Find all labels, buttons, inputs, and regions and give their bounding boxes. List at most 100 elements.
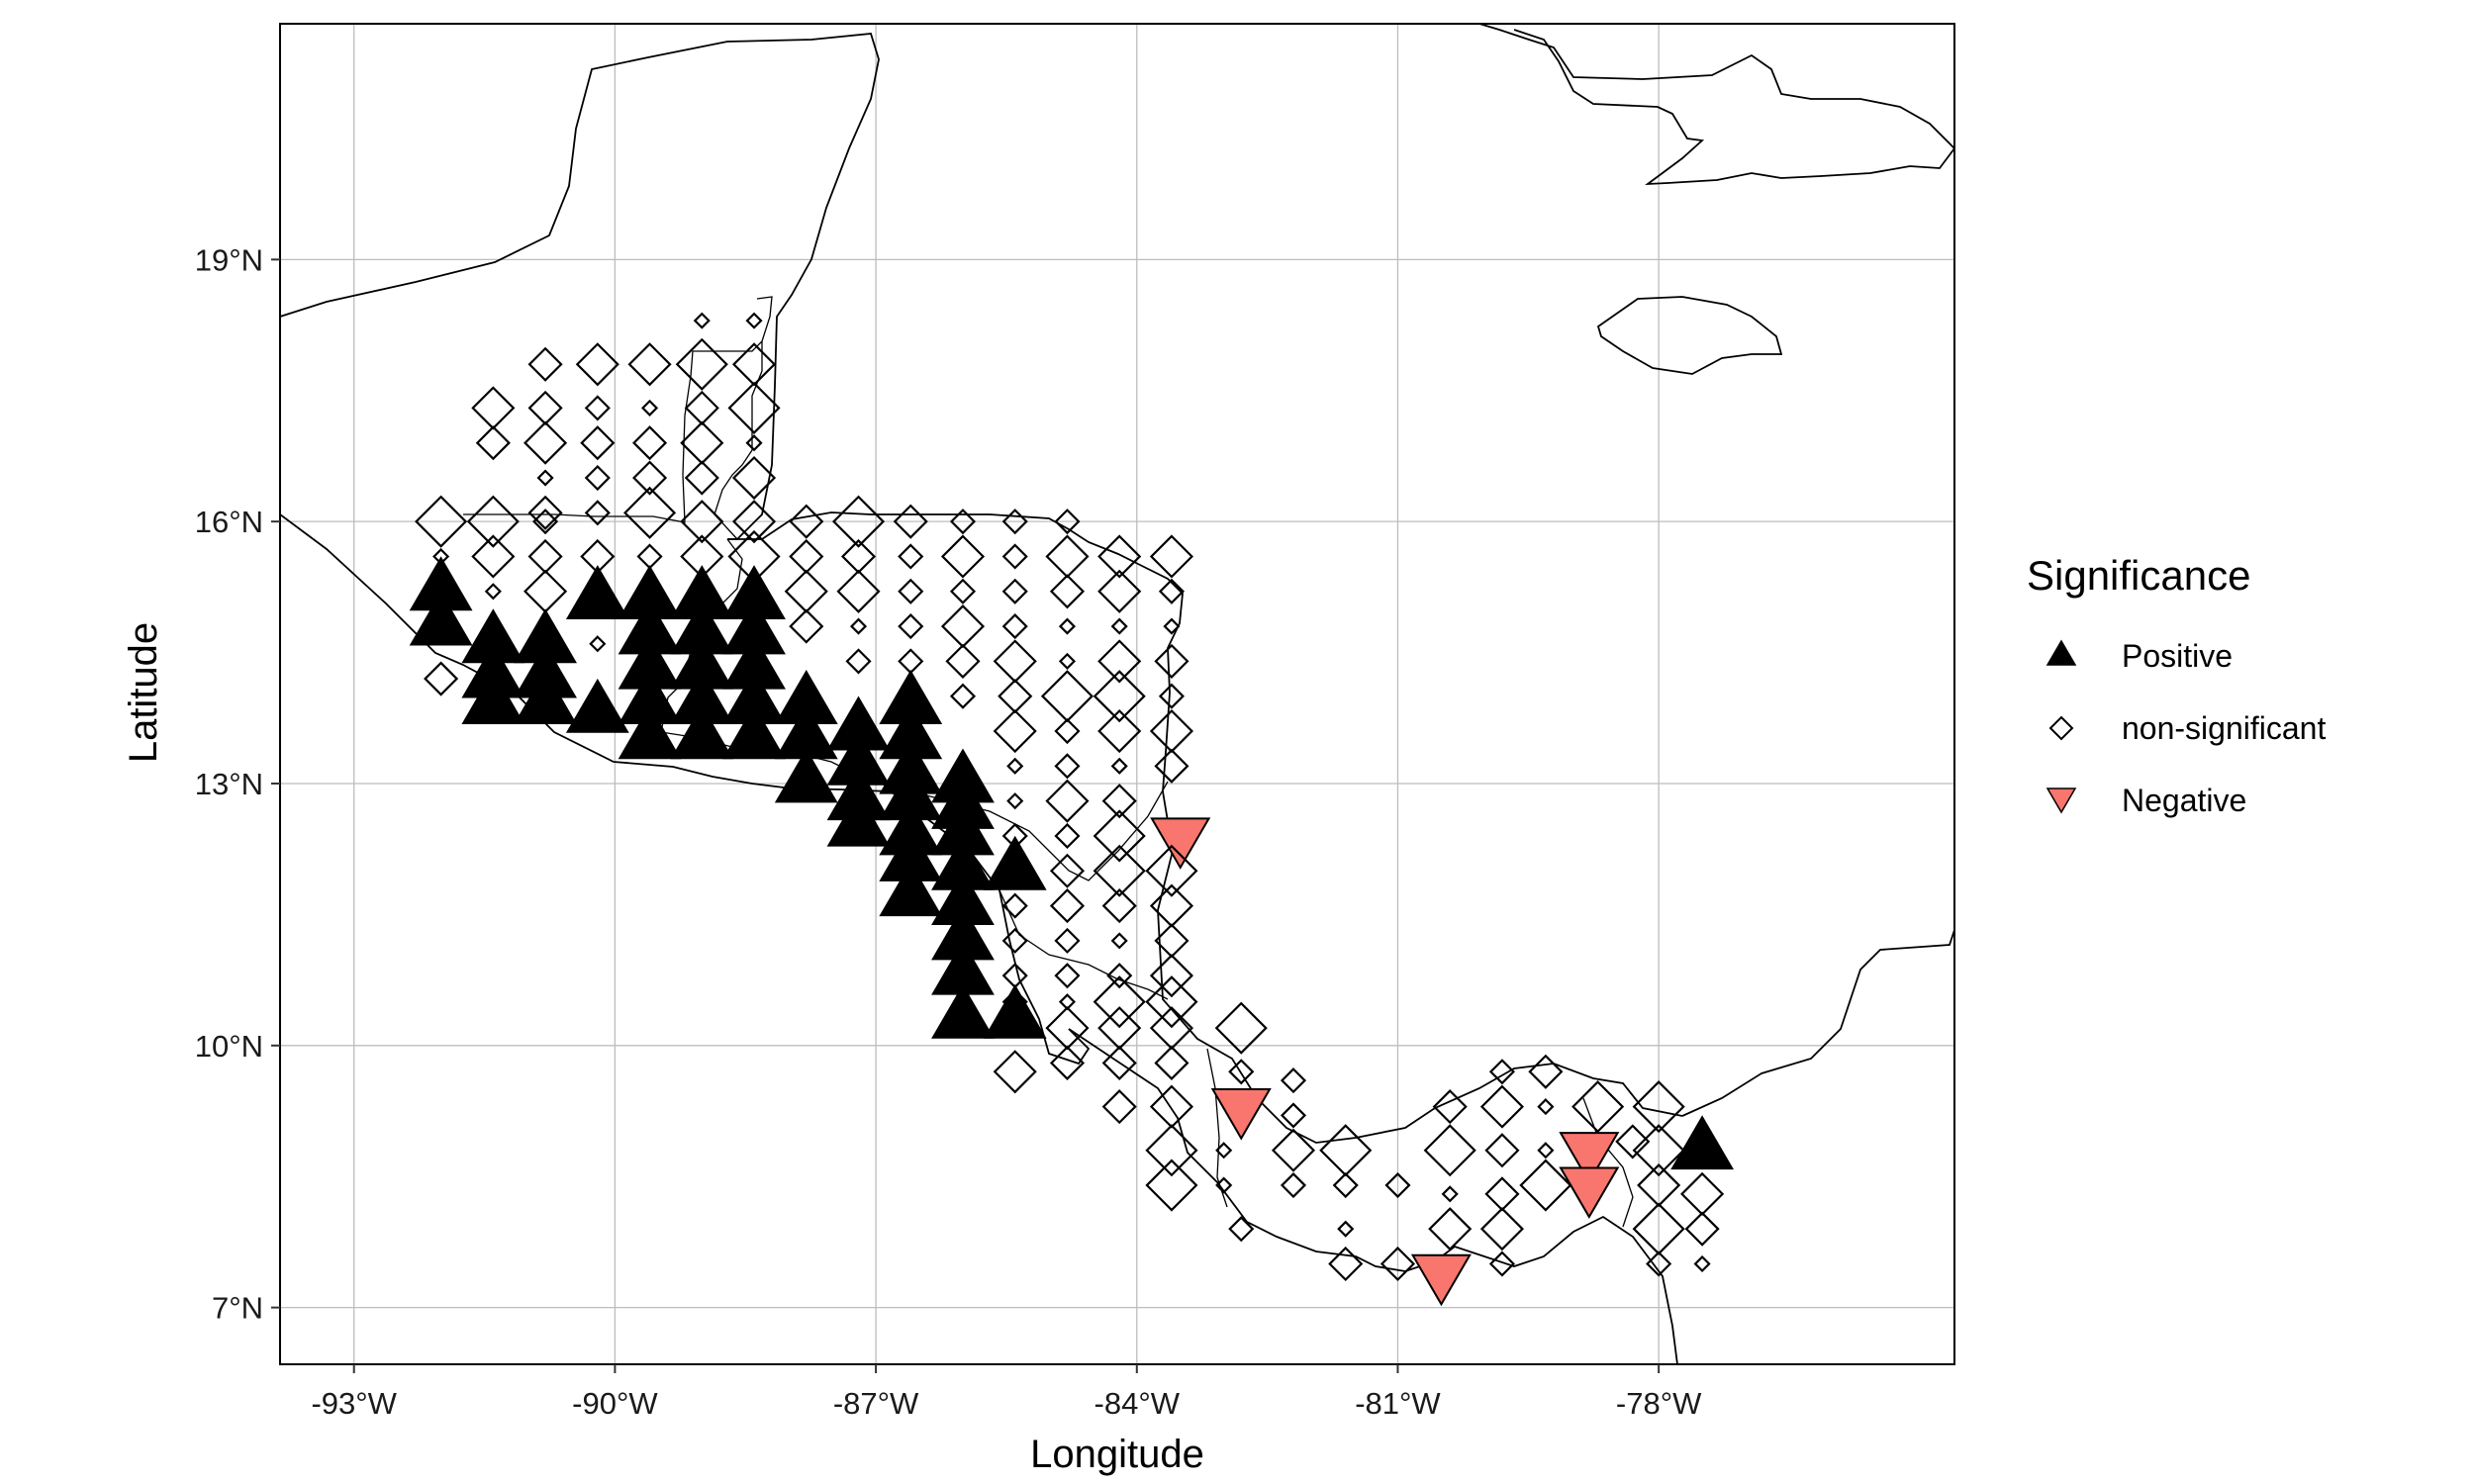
marker-positive <box>826 791 891 847</box>
legend-item-non-significant: non-significant <box>2048 710 2326 746</box>
marker-non-significant <box>1537 1142 1555 1159</box>
marker-non-significant <box>584 395 611 421</box>
marker-non-significant <box>1441 1185 1459 1203</box>
marker-non-significant <box>1684 1211 1720 1247</box>
marker-non-significant <box>1214 1001 1268 1055</box>
marker-negative <box>1410 1253 1472 1307</box>
marker-non-significant <box>1049 1045 1086 1081</box>
marker-non-significant <box>527 346 563 382</box>
marker-positive <box>1670 1115 1735 1170</box>
gridlines <box>280 24 1954 1364</box>
marker-non-significant <box>1101 1089 1137 1125</box>
marker-non-significant <box>1058 652 1077 670</box>
marker-non-significant <box>898 613 924 640</box>
marker-non-significant <box>1632 1124 1685 1177</box>
marker-non-significant <box>1001 892 1028 919</box>
marker-non-significant <box>1693 1254 1711 1273</box>
marker-non-significant <box>1049 888 1086 924</box>
y-tick-label: 10°N <box>195 1029 263 1064</box>
legend-triangle-down-icon <box>2046 788 2077 814</box>
marker-non-significant <box>680 500 724 544</box>
marker-non-significant <box>1001 543 1028 570</box>
marker-non-significant <box>523 569 568 613</box>
marker-non-significant <box>993 1050 1037 1094</box>
marker-non-significant <box>1154 1045 1189 1081</box>
marker-non-significant <box>836 569 881 613</box>
marker-non-significant <box>675 337 728 391</box>
marker-non-significant <box>1280 1067 1307 1094</box>
marker-negative <box>1559 1166 1620 1220</box>
legend: Significance Positive non-significant Ne… <box>2027 552 2326 818</box>
marker-non-significant <box>1384 1171 1411 1199</box>
marker-non-significant <box>1632 1080 1685 1134</box>
marker-non-significant <box>949 509 977 535</box>
marker-non-significant <box>1215 1176 1233 1194</box>
marker-non-significant <box>1271 1128 1316 1172</box>
marker-non-significant <box>1001 578 1028 604</box>
marker-non-significant <box>1484 1133 1520 1168</box>
legend-title: Significance <box>2027 552 2250 599</box>
marker-non-significant <box>424 661 459 696</box>
marker-non-significant <box>1149 954 1193 998</box>
marker-non-significant <box>1519 1159 1572 1212</box>
coastline-jamaica <box>1596 296 1783 375</box>
marker-non-significant <box>623 486 677 539</box>
coastline-yucatan <box>280 33 880 540</box>
marker-non-significant <box>1101 784 1137 819</box>
x-axis: -93°W -90°W -87°W -84°W -81°W -78°W <box>311 1364 1702 1421</box>
marker-non-significant <box>1479 1207 1524 1252</box>
data-markers <box>409 312 1735 1307</box>
marker-non-significant <box>1228 1059 1255 1085</box>
marker-non-significant <box>1001 509 1028 535</box>
marker-non-significant <box>415 495 468 548</box>
marker-non-significant <box>432 547 450 566</box>
marker-non-significant <box>536 469 554 487</box>
marker-non-significant <box>731 500 777 544</box>
marker-non-significant <box>575 342 619 387</box>
marker-non-significant <box>1110 757 1128 775</box>
marker-non-significant <box>1423 1124 1476 1177</box>
marker-non-significant <box>1537 1098 1555 1116</box>
marker-non-significant <box>1101 1045 1137 1081</box>
marker-non-significant <box>627 342 672 387</box>
marker-positive <box>879 862 943 917</box>
marker-non-significant <box>580 538 616 575</box>
marker-non-significant <box>580 425 616 461</box>
marker-positive <box>722 704 786 760</box>
marker-non-significant <box>693 312 711 329</box>
marker-non-significant <box>849 617 868 635</box>
marker-non-significant <box>1054 717 1081 745</box>
marker-non-significant <box>745 312 763 329</box>
marker-positive <box>409 591 473 646</box>
marker-non-significant <box>898 648 924 675</box>
marker-non-significant <box>466 495 520 548</box>
marker-non-significant <box>789 504 824 539</box>
marker-non-significant <box>1093 670 1146 723</box>
marker-non-significant <box>1615 1124 1651 1159</box>
y-axis-title: Latitude <box>122 622 165 763</box>
legend-label-positive: Positive <box>2122 638 2233 674</box>
legend-diamond-icon <box>2048 715 2074 741</box>
marker-non-significant <box>1145 1124 1198 1177</box>
marker-non-significant <box>1054 509 1081 535</box>
marker-non-significant <box>945 643 981 679</box>
marker-non-significant <box>845 648 872 675</box>
marker-non-significant <box>1380 1246 1416 1282</box>
marker-non-significant <box>1001 927 1028 954</box>
marker-non-significant <box>1163 617 1181 635</box>
y-axis: 7°N 10°N 13°N 16°N 19°N <box>195 242 280 1326</box>
marker-non-significant <box>949 683 977 709</box>
marker-positive <box>461 670 525 724</box>
marker-non-significant <box>1097 569 1142 613</box>
x-tick-label: -78°W <box>1616 1386 1702 1421</box>
marker-non-significant <box>1058 617 1077 635</box>
border-costarica-panama <box>1206 1048 1228 1208</box>
marker-non-significant <box>1158 683 1185 709</box>
legend-item-positive: Positive <box>2046 638 2233 674</box>
x-tick-label: -84°W <box>1094 1386 1181 1421</box>
marker-non-significant <box>1001 613 1028 640</box>
marker-negative <box>1150 817 1211 870</box>
marker-non-significant <box>1001 988 1028 1015</box>
marker-non-significant <box>831 495 886 548</box>
